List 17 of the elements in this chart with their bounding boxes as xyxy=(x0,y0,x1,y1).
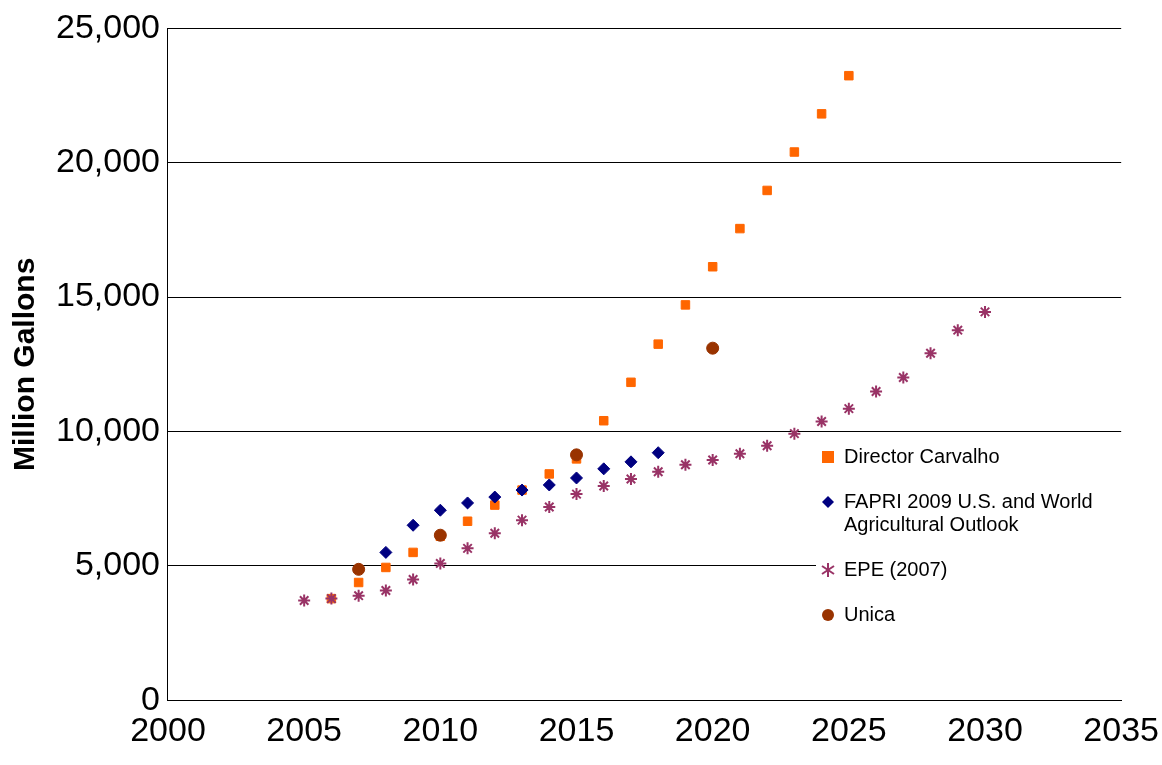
x-tick-label: 2035 xyxy=(1083,709,1159,748)
x-tick-label: 2015 xyxy=(538,709,615,748)
y-tick-label: 15,000 xyxy=(55,275,160,314)
y-tick-label: 5,000 xyxy=(74,544,160,583)
x-tick-label: 2030 xyxy=(947,709,1023,748)
legend-label: Unica xyxy=(844,603,896,626)
legend-label: FAPRI 2009 U.S. and World Agricultural Outlook xyxy=(844,490,1094,536)
x-tick-label: 2025 xyxy=(811,709,887,748)
y-tick-label: 25,000 xyxy=(55,6,160,45)
legend-label: EPE (2007) xyxy=(844,558,948,581)
x-tick-label: 2010 xyxy=(402,709,479,748)
y-tick-label: 10,000 xyxy=(55,409,160,448)
legend-label: Director Carvalho xyxy=(844,445,1000,468)
x-tick-label: 2005 xyxy=(266,709,342,748)
y-tick-label: 20,000 xyxy=(55,141,160,180)
y-axis-title: Million Gallons xyxy=(7,257,41,471)
x-tick-label: 2020 xyxy=(674,709,751,748)
